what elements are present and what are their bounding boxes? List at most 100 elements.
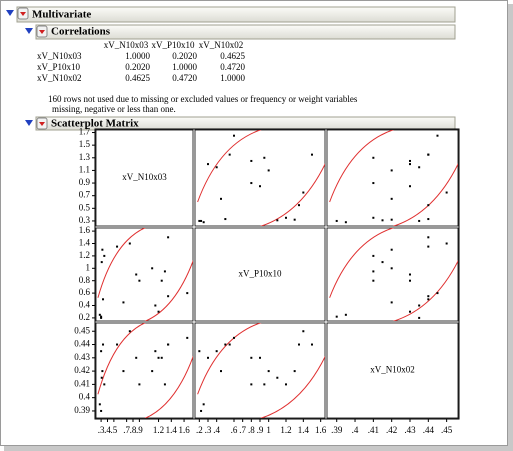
density-ellipse xyxy=(197,323,263,395)
cell: 0.4625 xyxy=(220,51,245,61)
density-ellipse xyxy=(259,162,325,226)
point xyxy=(381,261,384,264)
point xyxy=(138,383,141,386)
point xyxy=(390,248,393,251)
x-tick-label: .39 xyxy=(331,425,343,435)
density-ellipse xyxy=(392,259,458,321)
disclosure-icon[interactable] xyxy=(25,120,33,126)
point xyxy=(408,163,411,166)
y-tick-label: 0.41 xyxy=(74,378,90,388)
point xyxy=(372,270,375,273)
point xyxy=(335,315,338,318)
shadow xyxy=(508,4,513,451)
density-ellipse xyxy=(259,355,325,418)
point xyxy=(445,242,448,245)
point xyxy=(207,356,209,359)
y-tick-label: 1.3 xyxy=(79,152,91,162)
x-tick-label: .8 xyxy=(248,425,255,435)
point xyxy=(198,219,201,222)
y-tick-label: 0.2 xyxy=(79,312,90,322)
shadow xyxy=(4,446,513,451)
point xyxy=(427,153,430,156)
point xyxy=(167,236,170,239)
cell: 0.4720 xyxy=(220,62,245,72)
point xyxy=(390,218,393,221)
menu-icon xyxy=(39,122,45,126)
x-tick-label: .45 xyxy=(441,425,453,435)
point xyxy=(259,356,261,359)
density-ellipse xyxy=(97,228,147,298)
point xyxy=(224,343,227,346)
row-label: xV_P10x10 xyxy=(37,62,81,72)
y-tick-label: 0.6 xyxy=(79,287,91,297)
point xyxy=(372,216,375,219)
point xyxy=(250,159,253,162)
point xyxy=(100,409,103,412)
point xyxy=(298,204,300,207)
point xyxy=(198,350,201,353)
point xyxy=(445,191,448,194)
point xyxy=(135,356,138,359)
point xyxy=(427,295,430,298)
point xyxy=(157,356,160,359)
point xyxy=(335,219,338,222)
point xyxy=(154,350,157,353)
x-tick-label: .4 xyxy=(352,425,359,435)
menu-icon xyxy=(20,12,26,16)
point xyxy=(390,197,393,200)
cell: 0.4720 xyxy=(172,73,197,83)
point xyxy=(200,219,203,222)
point xyxy=(163,383,166,386)
point xyxy=(302,330,305,333)
point xyxy=(98,403,101,406)
row-label: xV_N10x02 xyxy=(37,73,82,83)
menu-icon xyxy=(39,30,45,34)
ellipse-group xyxy=(97,228,193,321)
point xyxy=(344,221,347,224)
x-tick-label: .43 xyxy=(404,425,416,435)
point xyxy=(408,310,411,313)
density-ellipse xyxy=(144,259,193,321)
note: 160 rows not used due to missing or excl… xyxy=(48,94,358,104)
point xyxy=(202,403,205,406)
point xyxy=(186,336,189,339)
outline-bar xyxy=(35,24,456,40)
point xyxy=(250,182,253,185)
x-tick-label: .5 xyxy=(110,425,117,435)
point xyxy=(250,383,253,386)
point xyxy=(138,279,141,282)
point xyxy=(276,376,279,379)
point xyxy=(233,134,235,137)
point xyxy=(160,279,163,282)
panel xyxy=(95,227,194,322)
point xyxy=(151,267,154,270)
x-tick-label: .7 xyxy=(239,425,246,435)
point xyxy=(263,156,266,159)
point xyxy=(427,204,430,207)
y-tick-label: 0.7 xyxy=(79,190,91,200)
x-tick-label: 1 xyxy=(266,425,271,435)
point xyxy=(427,218,430,221)
point xyxy=(372,182,375,185)
disclosure-icon[interactable] xyxy=(6,10,14,16)
y-tick-label: 1 xyxy=(86,262,91,272)
column-header: xV_P10x10 xyxy=(151,40,195,50)
y-tick-label: 1.7 xyxy=(79,127,91,137)
column-header: xV_N10x03 xyxy=(104,40,149,50)
x-tick-label: .6 xyxy=(231,425,238,435)
point xyxy=(267,169,270,172)
disclosure-icon[interactable] xyxy=(25,28,33,34)
variable-label: xV_N10x03 xyxy=(122,172,167,182)
x-tick-label: 1.4 xyxy=(298,425,310,435)
point xyxy=(250,356,253,359)
point xyxy=(228,343,231,346)
point xyxy=(228,153,231,156)
point xyxy=(372,254,375,257)
point xyxy=(186,292,189,295)
y-tick-label: 0.43 xyxy=(74,352,90,362)
point xyxy=(135,273,138,276)
point xyxy=(302,191,305,194)
point xyxy=(390,267,393,270)
ellipse-group xyxy=(329,228,458,321)
x-tick-label: 1.2 xyxy=(280,425,291,435)
